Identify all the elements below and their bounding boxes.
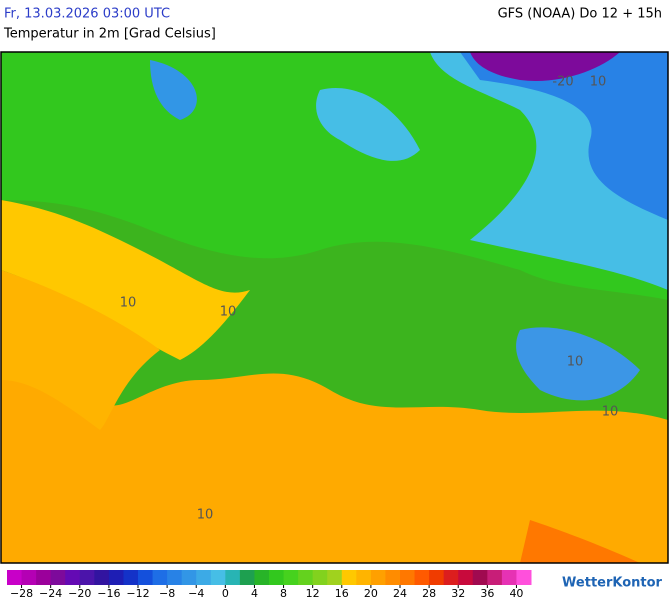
legend-swatch <box>21 570 37 585</box>
map-title: Temperatur in 2m [Grad Celsius] <box>3 27 216 42</box>
legend-tick-label: −12 <box>126 587 149 600</box>
legend-swatch <box>312 570 328 585</box>
legend-swatch <box>65 570 81 585</box>
legend-tick-label: 16 <box>335 587 349 600</box>
map: 10 10 10 -20 10 10 10 <box>0 51 669 564</box>
contour-label: 10 <box>602 405 619 420</box>
legend-swatch <box>167 570 183 585</box>
legend-swatch <box>210 570 226 585</box>
legend-tick-label: −8 <box>159 587 175 600</box>
contour-label: 10 <box>567 355 584 370</box>
legend-tick-label: 0 <box>222 587 229 600</box>
legend-swatch <box>269 570 285 585</box>
legend-tick-label: 40 <box>509 587 523 600</box>
legend-swatch <box>298 570 314 585</box>
legend-swatch <box>108 570 124 585</box>
model-run: GFS (NOAA) Do 12 + 15h <box>498 7 662 22</box>
legend-tick-label: 36 <box>480 587 494 600</box>
datetime: Fr, 13.03.2026 03:00 UTC <box>4 7 170 22</box>
logo: WetterKontor <box>562 576 663 591</box>
legend-tick-label: 4 <box>251 587 258 600</box>
legend-swatch <box>283 570 299 585</box>
legend-swatch <box>501 570 517 585</box>
legend-tick-label: 20 <box>364 587 378 600</box>
legend-swatch <box>385 570 401 585</box>
legend-swatch <box>50 570 66 585</box>
contour-label: 10 <box>590 75 607 90</box>
legend-tick-label: −28 <box>10 587 33 600</box>
legend-swatch <box>487 570 503 585</box>
legend-swatch <box>181 570 197 585</box>
legend-swatch <box>123 570 139 585</box>
legend-tick-label: −4 <box>188 587 204 600</box>
legend-swatch <box>7 570 23 585</box>
legend-swatch <box>327 570 343 585</box>
legend-swatch <box>152 570 168 585</box>
legend-tick-label: 12 <box>306 587 320 600</box>
legend-swatch <box>225 570 241 585</box>
legend-tick-label: 28 <box>422 587 436 600</box>
legend: −28 −24 −20 −16 −12 −8 −4 0 4 8 12 16 20 24 28 32 36 40 <box>7 570 532 600</box>
legend-swatch <box>370 570 386 585</box>
legend-tick-label: 24 <box>393 587 407 600</box>
legend-swatch <box>472 570 488 585</box>
legend-swatch <box>443 570 459 585</box>
legend-tick-label: 8 <box>280 587 287 600</box>
legend-swatch <box>458 570 474 585</box>
legend-swatch <box>400 570 416 585</box>
contour-label: 10 <box>197 508 214 523</box>
legend-tick-label: 32 <box>451 587 465 600</box>
contour-label: -20 <box>552 75 573 90</box>
legend-swatch <box>138 570 154 585</box>
legend-swatch <box>36 570 52 585</box>
legend-swatch <box>341 570 357 585</box>
legend-swatch <box>356 570 372 585</box>
legend-swatch <box>414 570 430 585</box>
legend-swatch <box>254 570 270 585</box>
contour-label: 10 <box>120 296 137 311</box>
legend-swatch <box>239 570 255 585</box>
contour-label: 10 <box>220 305 237 320</box>
legend-swatch <box>196 570 212 585</box>
legend-tick-label: −24 <box>39 587 62 600</box>
legend-swatch <box>94 570 110 585</box>
legend-swatch <box>429 570 445 585</box>
legend-tick-label: −16 <box>97 587 120 600</box>
legend-swatch <box>79 570 95 585</box>
legend-swatch <box>516 570 532 585</box>
legend-tick-label: −20 <box>68 587 91 600</box>
